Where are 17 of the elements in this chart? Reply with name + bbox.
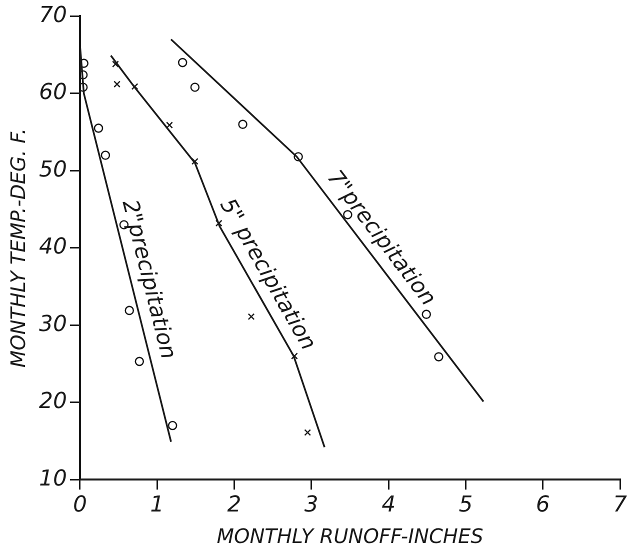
y-tick-label: 10 [38, 466, 67, 492]
x-tick-label: 2 [227, 492, 242, 518]
x-tick-label: 1 [150, 492, 164, 518]
x-axis-title: MONTHLY RUNOFF-INCHES [216, 524, 484, 548]
y-tick-label: 50 [38, 157, 67, 182]
y-tick-label: 30 [38, 312, 67, 337]
x-tick-label: 4 [382, 492, 396, 518]
y-tick-label: 40 [38, 234, 67, 260]
y-tick-label: 20 [38, 389, 67, 414]
x-tick-label: 6 [536, 492, 550, 518]
x-tick-label: 7 [613, 492, 627, 518]
x-tick-label: 5 [458, 492, 473, 518]
y-tick-label: 60 [38, 80, 67, 106]
y-tick-label: 70 [38, 2, 67, 28]
x-tick-label: 0 [72, 492, 87, 518]
x-tick-label: 3 [304, 492, 318, 518]
y-axis-title: MONTHLY TEMP.-DEG. F. [6, 128, 30, 368]
